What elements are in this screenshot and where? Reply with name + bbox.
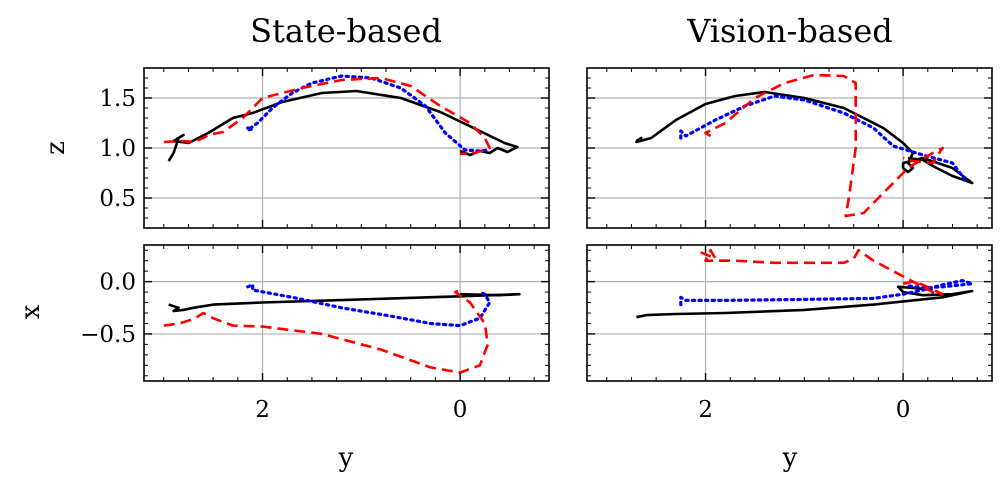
series-red-line <box>163 288 490 374</box>
title-vision-based: Vision-based <box>686 12 893 50</box>
y-tick-label-1: 0.0 <box>99 270 136 296</box>
y-tick-label-0: −0.5 <box>80 322 136 348</box>
series-blue-line <box>246 74 492 153</box>
series-blue-line <box>679 279 974 307</box>
ylabel-z: z <box>41 141 71 155</box>
series-blue-line <box>246 283 492 328</box>
ylabel-x: x <box>16 304 46 319</box>
panel-state-x: −0.5 0.0 2 0 <box>80 244 550 423</box>
x-tick-label-1: 0 <box>896 397 911 423</box>
y-tick-label-1: 1.0 <box>99 136 136 162</box>
panel-frame <box>586 244 993 382</box>
row-labels: z x <box>16 141 71 319</box>
panel-vision-z <box>586 67 993 229</box>
column-titles: State-based Vision-based <box>250 12 893 50</box>
xlabel-vision: y <box>782 443 798 473</box>
series-red-line <box>700 248 944 296</box>
x-tick-label-1: 0 <box>453 397 468 423</box>
series-black-line <box>167 89 519 162</box>
series-black-line <box>635 90 974 185</box>
x-tick-label-0: 2 <box>698 397 713 423</box>
series-red-line <box>163 76 491 156</box>
x-axis-labels: y y <box>338 443 798 473</box>
panels: 0.51.01.5−0.50.02 0 2 0 <box>80 67 993 423</box>
y-tick-label-0: 0.5 <box>99 186 136 212</box>
x-tick-label-0: 2 <box>255 397 270 423</box>
series-black-line <box>636 285 974 319</box>
series-red-line <box>704 73 944 218</box>
panel-state-z: 0.5 1.0 1.5 <box>99 67 550 229</box>
title-state-based: State-based <box>250 12 442 50</box>
series-blue-line <box>679 94 969 185</box>
xlabel-state: y <box>338 443 354 473</box>
series-black-line <box>168 292 521 313</box>
y-tick-label-2: 1.5 <box>99 86 136 112</box>
